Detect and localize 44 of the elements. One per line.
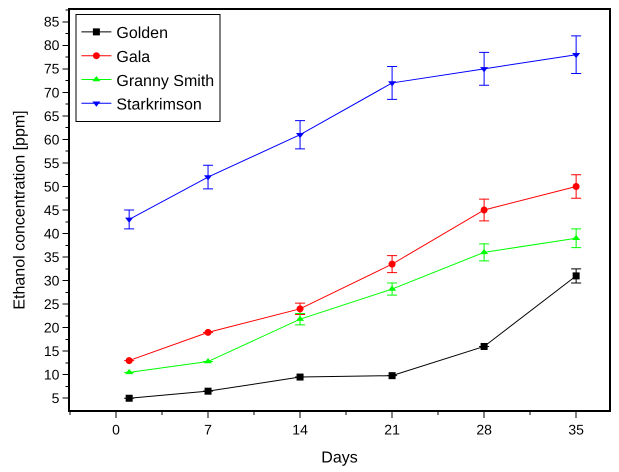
point (126, 394, 133, 402)
point (204, 328, 212, 336)
point (572, 52, 580, 58)
point (126, 357, 133, 364)
y-tick-label: 60 (44, 131, 60, 148)
point (480, 248, 488, 254)
x-tick-label: 21 (384, 422, 400, 438)
x-axis-title: Days (321, 450, 358, 467)
x-tick-label: 28 (476, 422, 492, 438)
legend-label: Starkrimson (116, 96, 202, 114)
y-tick-label: 75 (44, 60, 60, 77)
x-tick-label: 14 (292, 422, 308, 438)
y-tick-label: 50 (44, 178, 60, 194)
y-tick-label: 5 (52, 390, 60, 406)
y-tick-label: 70 (44, 84, 60, 100)
y-tick-label: 25 (44, 296, 60, 312)
y-tick-label: 65 (44, 108, 60, 124)
point (388, 372, 396, 380)
point (480, 342, 488, 350)
legend-label: Granny Smith (116, 72, 214, 90)
y-tick-label: 40 (44, 225, 60, 242)
point (125, 368, 134, 374)
point (204, 388, 212, 395)
point (572, 182, 580, 190)
y-axis-title: Ethanol concentration [ppm] (11, 110, 28, 310)
legend-label: Golden (116, 25, 168, 42)
y-tick-label: 30 (44, 272, 60, 288)
y-tick-label: 20 (44, 320, 60, 336)
point (296, 132, 304, 138)
y-tick-label: 15 (44, 343, 60, 360)
y-tick-label: 35 (44, 248, 60, 265)
point (480, 206, 488, 214)
legend-label: Gala (116, 48, 150, 66)
y-tick-label: 45 (44, 202, 60, 218)
point (388, 260, 396, 268)
x-tick-label: 0 (112, 422, 120, 438)
y-tick-label: 80 (44, 37, 60, 54)
y-tick-label: 85 (44, 14, 60, 30)
y-tick-label: 10 (44, 366, 60, 383)
point (204, 175, 212, 181)
x-tick-label: 35 (568, 422, 584, 438)
point (296, 374, 304, 381)
y-tick-label: 55 (44, 154, 60, 171)
x-tick-label: 7 (204, 422, 212, 438)
